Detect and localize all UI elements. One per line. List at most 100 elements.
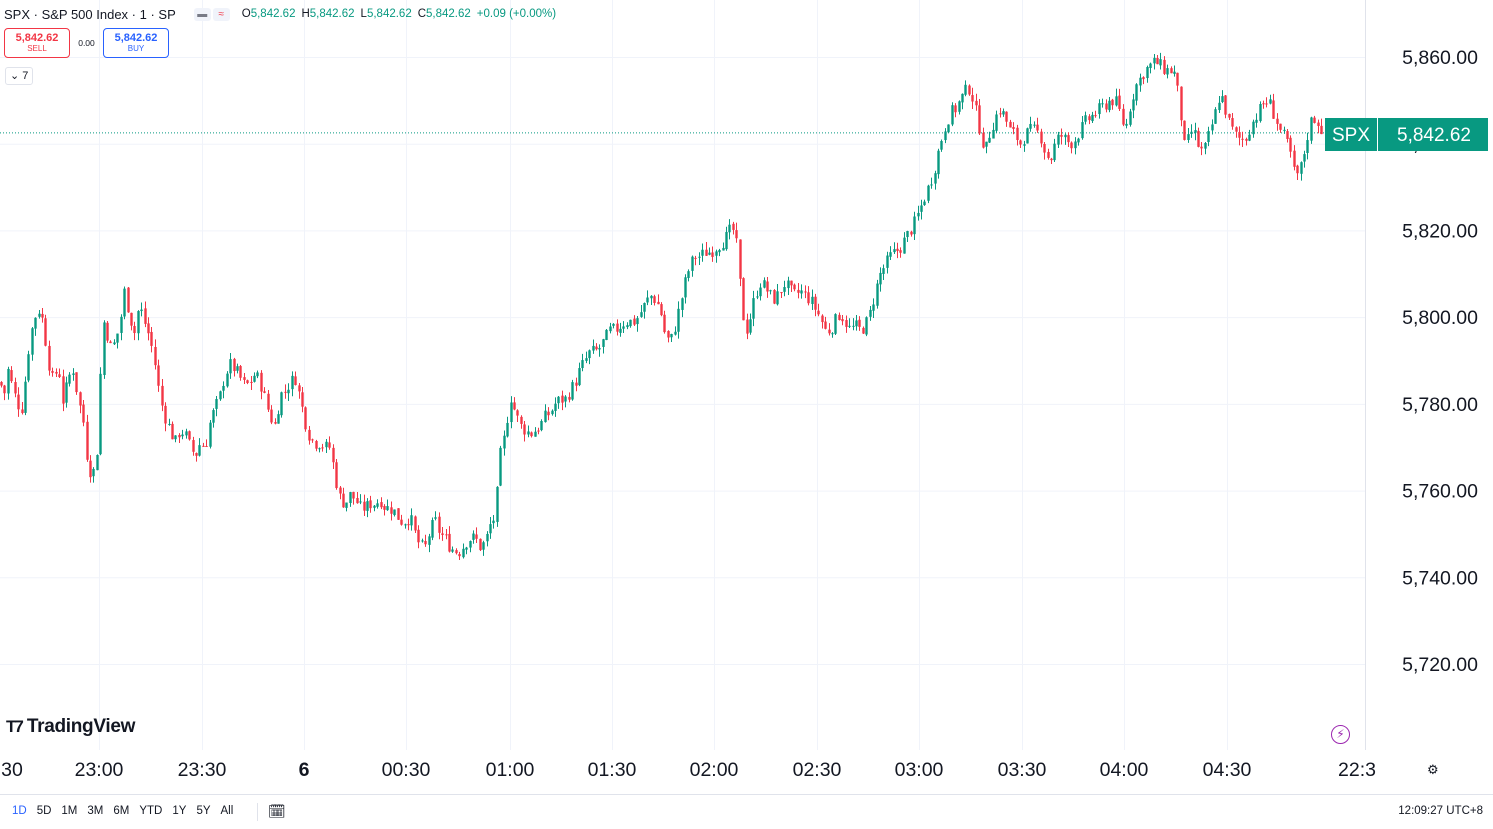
- candle-body: [971, 95, 974, 102]
- candle: [930, 177, 933, 189]
- minus-icon[interactable]: ▬: [193, 7, 211, 21]
- candle: [345, 502, 348, 512]
- range-1d[interactable]: 1D: [12, 805, 27, 817]
- candle-body: [1156, 57, 1159, 65]
- candle: [872, 298, 875, 319]
- candle-body: [486, 533, 489, 542]
- candle-body: [1067, 135, 1070, 143]
- candle-body: [1235, 127, 1238, 132]
- candle: [267, 389, 270, 413]
- candle: [852, 318, 855, 331]
- candle-body: [540, 420, 543, 431]
- x-tick-label: 02:00: [690, 759, 739, 781]
- time-axis[interactable]: 30 23:00 23:30 6 00:30 01:00 01:30 02:00 02:30 03…: [1, 759, 1376, 781]
- sell-button[interactable]: 5,842.62 SELL: [4, 28, 70, 58]
- candle-body: [828, 329, 831, 334]
- candle-body: [674, 331, 677, 335]
- candle: [359, 494, 362, 505]
- candle: [103, 320, 106, 379]
- candle-body: [766, 281, 769, 292]
- indicators-count: 7: [22, 70, 29, 82]
- candle: [1094, 110, 1097, 118]
- candle-body: [1245, 138, 1248, 141]
- candle-body: [1036, 124, 1039, 131]
- candle: [653, 294, 656, 306]
- candle: [1200, 141, 1203, 156]
- candle: [1149, 62, 1152, 74]
- candle: [168, 418, 171, 426]
- candle-body: [0, 382, 3, 386]
- candle-body: [21, 409, 24, 414]
- candle-body: [458, 554, 461, 557]
- clock-display[interactable]: 12:09:27 UTC+8: [1398, 805, 1483, 817]
- price-chart[interactable]: 5,860.005,840.005,820.005,800.005,780.00…: [0, 0, 1493, 794]
- candle: [1084, 111, 1087, 125]
- buy-button[interactable]: 5,842.62 BUY: [103, 28, 169, 58]
- candle: [763, 277, 766, 289]
- settings-gear-icon[interactable]: ⚙: [1427, 762, 1439, 777]
- wave-icon[interactable]: ≈: [212, 7, 230, 21]
- candle: [445, 528, 448, 540]
- candle: [756, 290, 759, 300]
- candle: [561, 390, 564, 411]
- range-3m[interactable]: 3M: [87, 805, 104, 817]
- range-6m[interactable]: 6M: [113, 805, 130, 817]
- candle-body: [592, 345, 595, 351]
- candle-body: [212, 410, 215, 423]
- candle: [1129, 108, 1132, 127]
- candle-body: [718, 250, 721, 253]
- candle-body: [243, 377, 246, 380]
- candle: [715, 249, 718, 263]
- candle-body: [109, 341, 112, 344]
- candle: [958, 100, 961, 115]
- range-1m[interactable]: 1M: [61, 805, 78, 817]
- candle: [1283, 126, 1286, 134]
- candle-body: [161, 385, 164, 406]
- candle-body: [472, 533, 475, 540]
- candle-body: [1111, 99, 1114, 106]
- price-axis[interactable]: 5,860.005,840.005,820.005,800.005,780.00…: [1402, 47, 1478, 676]
- candle-body: [746, 319, 749, 334]
- range-all[interactable]: All: [220, 805, 234, 817]
- candle-body: [769, 290, 772, 292]
- candle: [585, 351, 588, 364]
- candle-body: [670, 333, 673, 338]
- candle-body: [123, 288, 126, 317]
- candle-body: [1159, 59, 1162, 66]
- candle: [814, 293, 817, 317]
- candle-body: [619, 328, 622, 333]
- candle-body: [547, 411, 550, 416]
- lightning-icon[interactable]: ⚡: [1331, 725, 1350, 744]
- candle: [841, 314, 844, 326]
- range-ytd[interactable]: YTD: [139, 805, 163, 817]
- x-tick-label: 03:30: [998, 759, 1047, 781]
- candle: [1115, 88, 1118, 107]
- candle-body: [1279, 123, 1282, 130]
- candle-body: [1200, 146, 1203, 149]
- candle-body: [82, 404, 85, 423]
- candle: [1207, 126, 1210, 147]
- candle: [1043, 141, 1046, 160]
- candle: [1269, 94, 1272, 105]
- candle-body: [1259, 104, 1262, 122]
- candle-body: [376, 503, 379, 507]
- range-5y[interactable]: 5Y: [196, 805, 211, 817]
- candle: [458, 551, 461, 560]
- symbol-title[interactable]: SPX · S&P 500 Index · 1 · SP: [4, 6, 176, 22]
- candle: [811, 289, 814, 310]
- range-1y[interactable]: 1Y: [172, 805, 187, 817]
- candle-body: [1026, 128, 1029, 144]
- candle: [1296, 164, 1299, 181]
- candle: [475, 527, 478, 543]
- candle: [951, 102, 954, 127]
- candle: [1159, 52, 1162, 70]
- indicators-toggle[interactable]: ⌄ 7: [5, 67, 34, 85]
- candle-body: [99, 373, 102, 455]
- tradingview-logo[interactable]: T7 TradingView: [6, 716, 135, 738]
- candle-body: [609, 326, 612, 332]
- candle-body: [1211, 124, 1214, 131]
- candle: [404, 523, 407, 529]
- y-tick-label: 5,820.00: [1402, 220, 1478, 242]
- calendar-icon[interactable]: 🗓: [268, 803, 286, 819]
- range-5d[interactable]: 5D: [36, 805, 52, 817]
